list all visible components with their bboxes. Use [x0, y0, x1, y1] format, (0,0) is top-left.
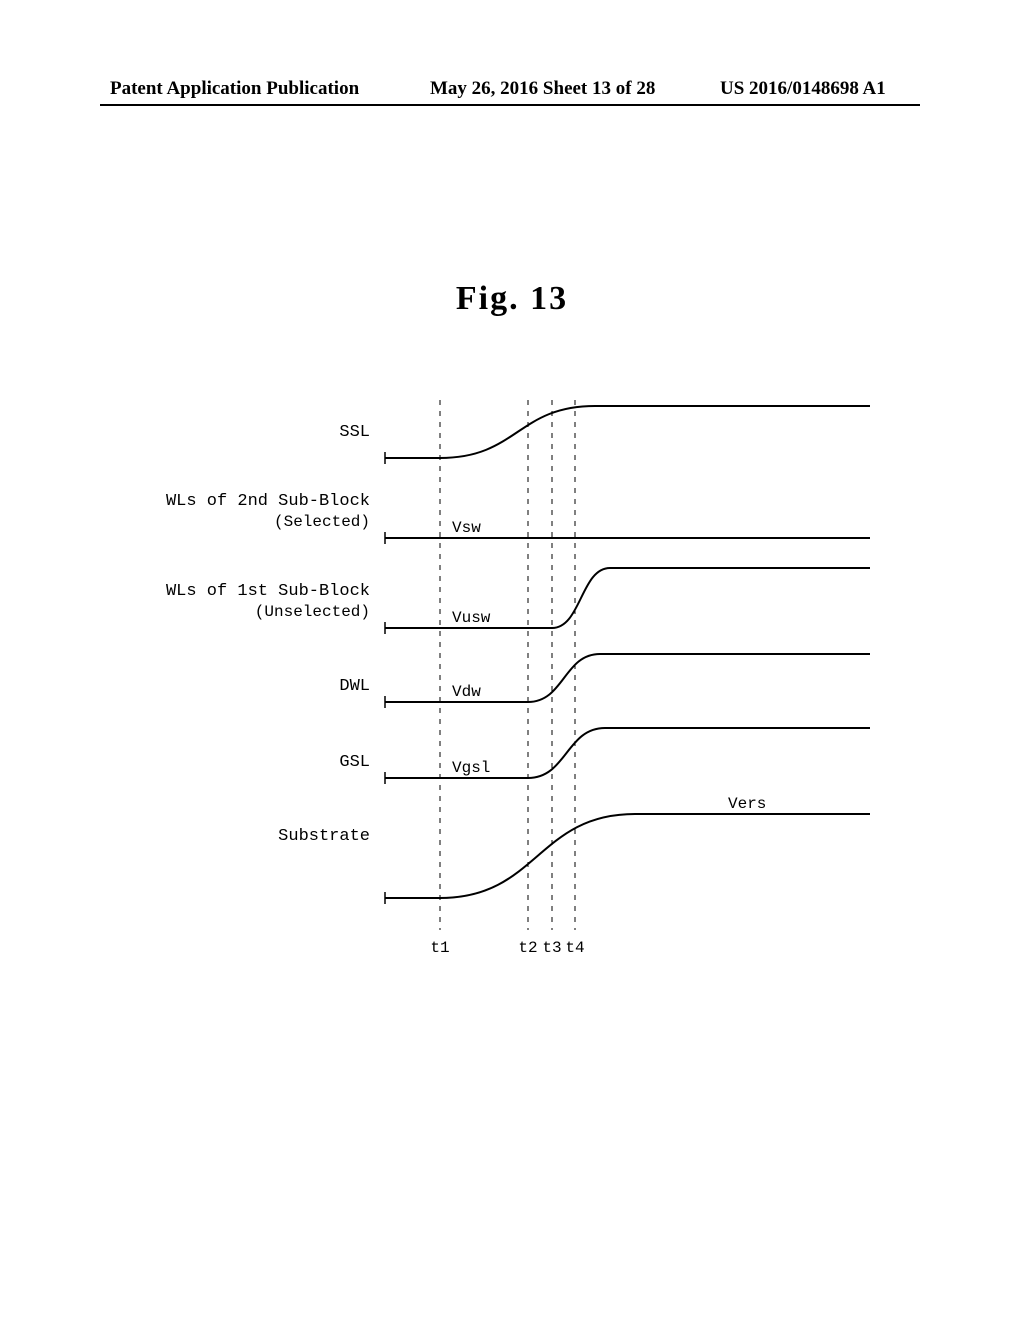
label-dwl: DWL [339, 677, 370, 696]
label-ssl: SSL [339, 423, 370, 442]
voltage-label-wl-1st-sub-block: Vusw [452, 609, 491, 627]
label-sub-wl-2nd-sub-block: (Selected) [274, 513, 370, 531]
signal-substrate [385, 814, 870, 898]
time-label-t4: t4 [565, 939, 584, 957]
timing-diagram: SSLWLs of 2nd Sub-Block(Selected)VswWLs … [170, 400, 890, 960]
signal-ssl [385, 406, 870, 458]
time-label-t1: t1 [430, 939, 449, 957]
figure-title: Fig. 13 [0, 280, 1024, 318]
page: Patent Application Publication May 26, 2… [0, 0, 1024, 1320]
header-rule [100, 104, 920, 106]
label-substrate: Substrate [278, 827, 370, 846]
timing-svg: SSLWLs of 2nd Sub-Block(Selected)VswWLs … [170, 400, 890, 960]
header-mid: May 26, 2016 Sheet 13 of 28 [430, 78, 655, 100]
header-right: US 2016/0148698 A1 [720, 78, 886, 100]
label-gsl: GSL [339, 753, 370, 772]
label-wl-2nd-sub-block: WLs of 2nd Sub-Block [166, 492, 370, 511]
voltage-label-dwl: Vdw [452, 683, 481, 701]
label-sub-wl-1st-sub-block: (Unselected) [255, 603, 370, 621]
label-wl-1st-sub-block: WLs of 1st Sub-Block [166, 582, 370, 601]
voltage-label-substrate: Vers [728, 795, 766, 813]
header-left: Patent Application Publication [110, 78, 359, 100]
voltage-label-gsl: Vgsl [452, 759, 490, 777]
time-label-t2: t2 [518, 939, 537, 957]
time-label-t3: t3 [542, 939, 561, 957]
voltage-label-wl-2nd-sub-block: Vsw [452, 519, 481, 537]
